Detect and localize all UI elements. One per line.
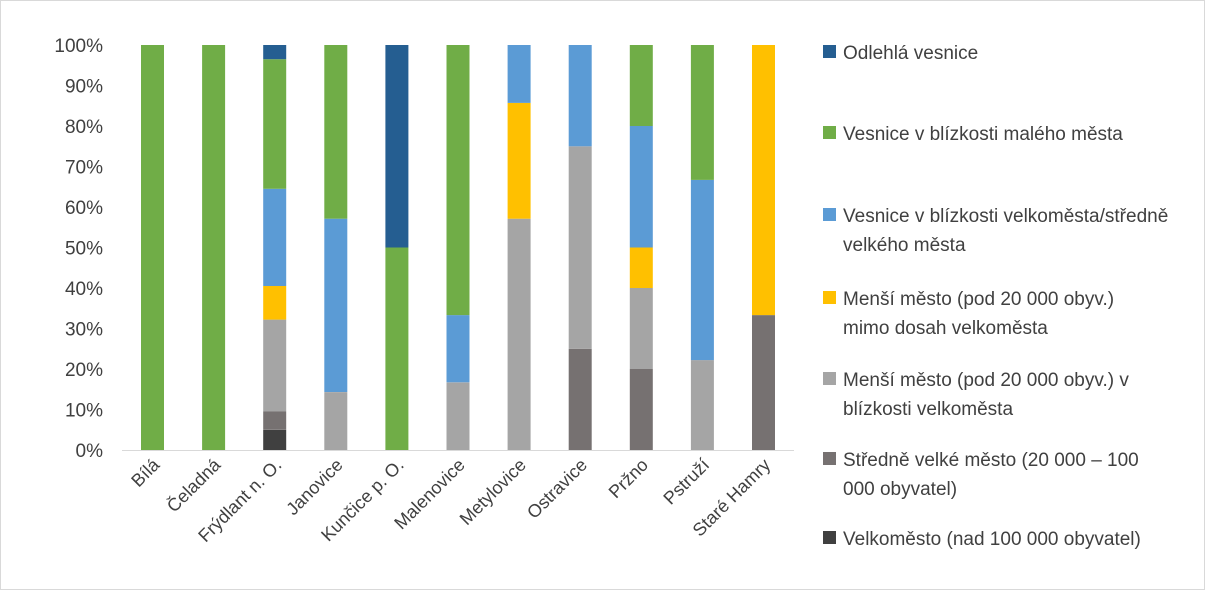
bar-segment [507, 102, 531, 219]
x-tick-label: Janovice [282, 455, 346, 519]
bar-segment [446, 382, 470, 450]
bar-segment [690, 179, 714, 361]
legend-swatch [823, 531, 836, 544]
bar-segment [568, 45, 592, 147]
bar-segment [752, 315, 775, 450]
bar-segment [629, 247, 653, 288]
x-tick-label: Bílá [127, 454, 164, 491]
bar-segment [263, 45, 287, 60]
legend-item-vesnice-velkomesto: Vesnice v blízkosti velkoměsta/středně v… [823, 202, 1203, 260]
bar-segment [629, 369, 653, 450]
bar-segment [629, 45, 653, 126]
legend-item-velkomesto: Velkoměsto (nad 100 000 obyvatel) [823, 525, 1207, 554]
legend-item-odlehla-vesnice: Odlehlá vesnice [823, 39, 1193, 68]
bars [141, 45, 775, 451]
bar-segment [629, 288, 653, 369]
bar-segment [263, 188, 287, 286]
bar-segment [568, 348, 592, 451]
legend-item-mensi-mesto-blizko: Menší město (pod 20 000 obyv.) v blízkos… [823, 366, 1163, 424]
legend-label: Vesnice v blízkosti malého města [843, 124, 1123, 145]
bar-segment [507, 218, 531, 450]
bar-segment [690, 45, 714, 180]
x-tick-label: Pržno [605, 455, 652, 502]
bar-segment [141, 45, 164, 450]
legend-swatch [823, 452, 836, 465]
legend-swatch [823, 372, 836, 385]
bar-segment [385, 247, 409, 450]
legend-item-stredne-velke-mesto: Středně velké město (20 000 – 100 000 ob… [823, 446, 1173, 504]
bar-segment [263, 286, 287, 320]
y-tick-label: 70% [65, 158, 103, 179]
y-tick-label: 80% [65, 117, 103, 138]
bar-segment [446, 315, 470, 383]
bar-segment [690, 360, 714, 450]
bar-segment [263, 59, 287, 189]
bar-segment [324, 218, 348, 392]
legend-swatch [823, 208, 836, 221]
bar-segment [446, 45, 470, 316]
bar-segment [752, 45, 775, 316]
y-axis-ticks: 0% 10% 20% 30% 40% 50% 60% 70% 80% 90% 100% [54, 36, 103, 462]
y-tick-label: 100% [54, 36, 103, 57]
bar-segment [324, 392, 348, 450]
x-tick-label: Pstruží [659, 455, 713, 509]
bar-segment [263, 319, 287, 412]
y-tick-label: 30% [65, 320, 103, 341]
legend-label: Středně velké město (20 000 – 100 000 ob… [843, 450, 1139, 500]
x-tick-label: Čeladná [162, 453, 225, 516]
legend-item-vesnice-male-mesto: Vesnice v blízkosti malého města [823, 120, 1193, 149]
y-tick-label: 60% [65, 198, 103, 219]
legend-label: Velkoměsto (nad 100 000 obyvatel) [843, 529, 1141, 550]
legend-swatch [823, 45, 836, 58]
bar-segment [263, 429, 287, 451]
legend-item-mensi-mesto-mimo: Menší město (pod 20 000 obyv.) mimo dosa… [823, 285, 1163, 343]
y-tick-label: 20% [65, 360, 103, 381]
x-tick-label: Metylovice [456, 455, 530, 529]
y-tick-label: 10% [65, 401, 103, 422]
legend-swatch [823, 291, 836, 304]
bar-segment [385, 45, 409, 248]
bar-segment [324, 45, 348, 219]
bar-segment [202, 45, 226, 450]
legend-label: Odlehlá vesnice [843, 43, 979, 64]
bar-segment [629, 126, 653, 248]
legend-label: Vesnice v blízkosti velkoměsta/středně v… [843, 206, 1169, 256]
legend-label: Menší město (pod 20 000 obyv.) v blízkos… [843, 370, 1129, 420]
legend-label: Menší město (pod 20 000 obyv.) mimo dosa… [843, 289, 1115, 339]
y-tick-label: 50% [65, 239, 103, 260]
x-tick-label: Ostravice [523, 455, 591, 523]
y-tick-label: 40% [65, 279, 103, 300]
bar-segment [568, 146, 592, 349]
y-tick-label: 90% [65, 77, 103, 98]
bar-segment [263, 411, 287, 430]
bar-segment [507, 45, 531, 103]
legend-swatch [823, 126, 836, 139]
y-tick-label: 0% [76, 441, 104, 462]
